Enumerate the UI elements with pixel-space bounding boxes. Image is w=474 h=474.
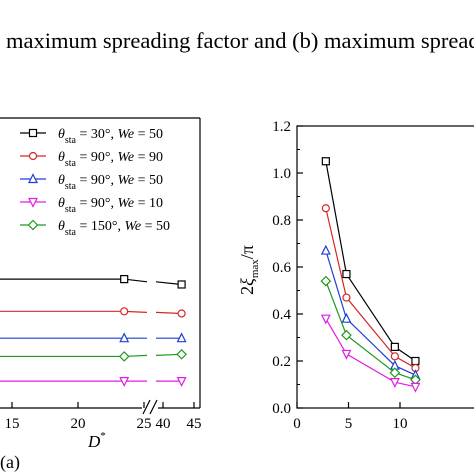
series-line: [0, 332, 187, 343]
series-segment: [155, 311, 182, 315]
data-point: [120, 307, 129, 316]
legend-label: θsta = 90°, We = 10: [58, 196, 163, 215]
series-path: [325, 280, 416, 381]
y-tick-label: 0.6: [272, 260, 291, 276]
data-point: [120, 275, 129, 284]
series-path: [325, 250, 416, 376]
data-point: [321, 157, 330, 166]
legend: θsta = 30°, We = 50 θsta = 90°, We = 90 θs…: [20, 127, 170, 238]
data-point: [410, 382, 421, 393]
data-point: [389, 378, 400, 388]
legend-marker: [27, 219, 39, 231]
legend-marker: [28, 128, 38, 138]
data-point: [119, 332, 130, 343]
axis-break-mark: [142, 399, 158, 416]
legend-label: θsta = 150°, We = 50: [58, 219, 170, 238]
legend-label: θsta = 30°, We = 50: [58, 127, 163, 146]
legend-entry: θsta = 90°, We = 90: [20, 150, 163, 169]
series-line: [320, 244, 421, 380]
data-point: [176, 332, 187, 343]
series-line: [0, 307, 186, 318]
y-tick-label: 1.0: [272, 166, 291, 182]
data-point: [411, 356, 420, 366]
x-tick-label: 10: [393, 416, 408, 432]
x-tick-label: 45: [187, 416, 202, 432]
data-point: [321, 204, 330, 213]
legend-label: θsta = 90°, We = 50: [58, 173, 163, 192]
series-line: [0, 348, 187, 362]
data-point: [341, 329, 352, 341]
series-line: [0, 377, 187, 387]
data-point: [320, 314, 331, 325]
data-point: [177, 280, 186, 289]
panel-label: (a): [0, 452, 20, 473]
data-point: [320, 275, 332, 287]
legend-entry: θsta = 30°, We = 50: [20, 127, 163, 146]
x-tick-label: 15: [5, 416, 20, 432]
series-path: [325, 208, 416, 369]
legend-entry: θsta = 90°, We = 10: [20, 196, 163, 215]
y-axis-label: 2ξmax/π: [237, 245, 261, 295]
data-point: [177, 309, 186, 318]
x-axis-label: D*: [87, 430, 106, 451]
series-line: [321, 204, 420, 373]
figure-title: maximum spreading factor and (b) maximum…: [6, 28, 474, 53]
x-tick-label: 40: [156, 416, 171, 432]
series-line: [321, 157, 420, 366]
data-point: [342, 293, 351, 302]
x-tick-label: 25: [137, 416, 152, 432]
legend-entry: θsta = 150°, We = 50: [20, 219, 170, 238]
series-path: [325, 161, 416, 362]
data-point: [389, 367, 401, 379]
y-tick-label: 1.2: [272, 119, 291, 135]
panel-a-frame: [0, 117, 201, 409]
data-point: [341, 312, 352, 323]
y-tick-label: 0.8: [272, 213, 291, 229]
data-point: [390, 352, 399, 361]
data-point: [390, 342, 399, 351]
data-point: [342, 269, 351, 279]
series-line: [0, 275, 186, 289]
y-tick-label: 0.0: [272, 401, 291, 417]
data-point: [176, 377, 187, 387]
legend-marker: [28, 197, 38, 208]
x-tick-label: 0: [293, 416, 301, 432]
x-tick-label: 5: [345, 416, 353, 432]
data-point: [341, 349, 352, 360]
series-path: [325, 318, 416, 388]
legend-entry: θsta = 90°, We = 50: [20, 173, 163, 192]
y-tick-label: 0.2: [272, 354, 291, 370]
data-point: [320, 244, 331, 255]
data-point: [176, 348, 187, 360]
data-point: [118, 351, 130, 362]
y-tick-label: 0.4: [272, 307, 291, 323]
series-segment: [155, 281, 182, 286]
x-tick-label: 20: [71, 416, 86, 432]
legend-marker: [28, 151, 38, 161]
legend-marker: [28, 173, 38, 184]
legend-label: θsta = 90°, We = 90: [58, 150, 163, 169]
data-point: [119, 377, 130, 387]
series-line: [320, 314, 421, 393]
